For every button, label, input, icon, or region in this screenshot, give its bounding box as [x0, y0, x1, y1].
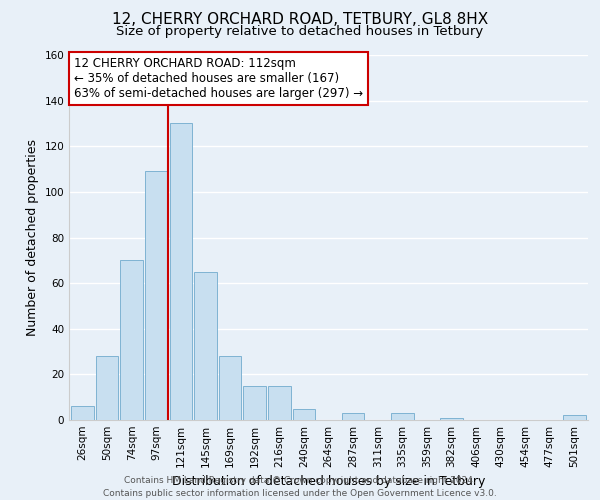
Text: Contains HM Land Registry data © Crown copyright and database right 2024.
Contai: Contains HM Land Registry data © Crown c… — [103, 476, 497, 498]
Bar — [96, 356, 118, 420]
Bar — [121, 260, 143, 420]
Y-axis label: Number of detached properties: Number of detached properties — [26, 139, 39, 336]
Bar — [440, 418, 463, 420]
Bar — [145, 172, 167, 420]
X-axis label: Distribution of detached houses by size in Tetbury: Distribution of detached houses by size … — [172, 476, 485, 488]
Bar — [244, 386, 266, 420]
Bar — [342, 413, 364, 420]
Text: Size of property relative to detached houses in Tetbury: Size of property relative to detached ho… — [116, 25, 484, 38]
Bar — [194, 272, 217, 420]
Bar — [170, 124, 192, 420]
Text: 12, CHERRY ORCHARD ROAD, TETBURY, GL8 8HX: 12, CHERRY ORCHARD ROAD, TETBURY, GL8 8H… — [112, 12, 488, 26]
Bar — [391, 413, 413, 420]
Text: 12 CHERRY ORCHARD ROAD: 112sqm
← 35% of detached houses are smaller (167)
63% of: 12 CHERRY ORCHARD ROAD: 112sqm ← 35% of … — [74, 57, 364, 100]
Bar — [563, 416, 586, 420]
Bar — [293, 408, 315, 420]
Bar — [219, 356, 241, 420]
Bar — [71, 406, 94, 420]
Bar — [268, 386, 290, 420]
